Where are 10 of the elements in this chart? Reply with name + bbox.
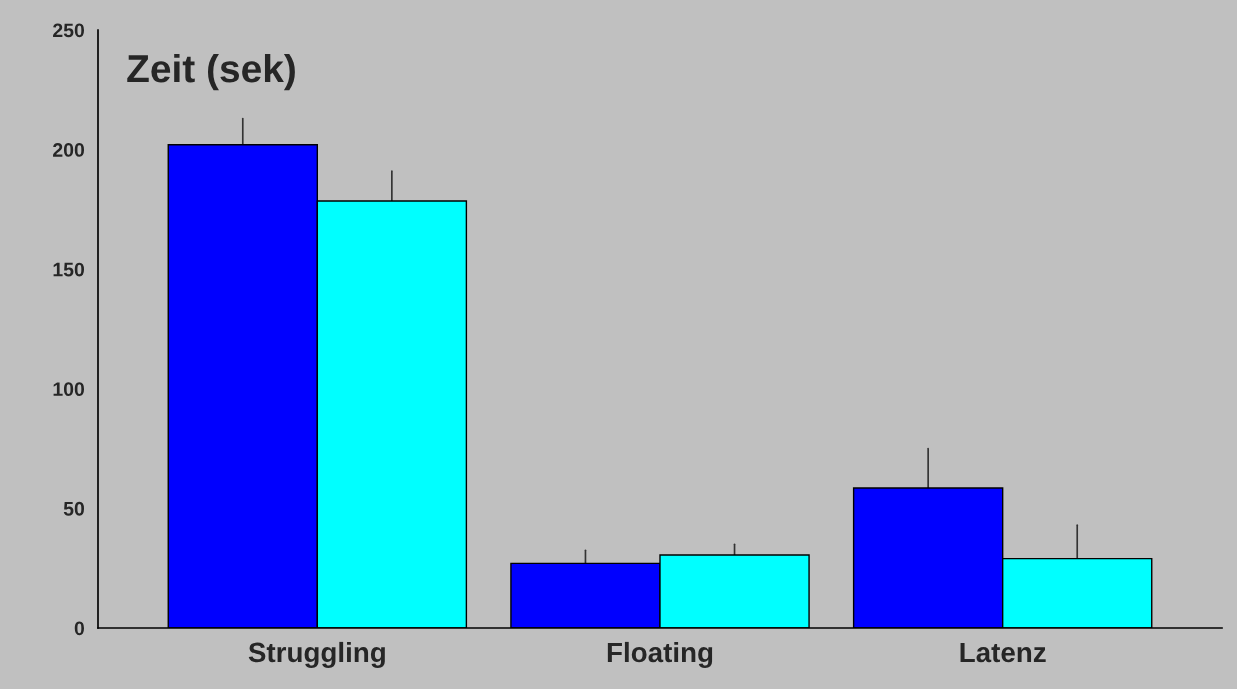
y-tick-label: 100 bbox=[53, 382, 85, 397]
y-tick-label: 50 bbox=[63, 501, 85, 516]
y-tick-label: 150 bbox=[53, 262, 85, 277]
x-tick-label: Struggling bbox=[248, 641, 385, 668]
y-tick-label: 250 bbox=[53, 23, 85, 38]
x-tick-label: Latenz bbox=[960, 642, 1046, 663]
text: Zeit (sek) bbox=[127, 53, 295, 91]
x-tick-label: Floating bbox=[607, 641, 713, 668]
y-tick-label: 0 bbox=[74, 621, 85, 636]
y-tick-label: 200 bbox=[53, 143, 85, 157]
